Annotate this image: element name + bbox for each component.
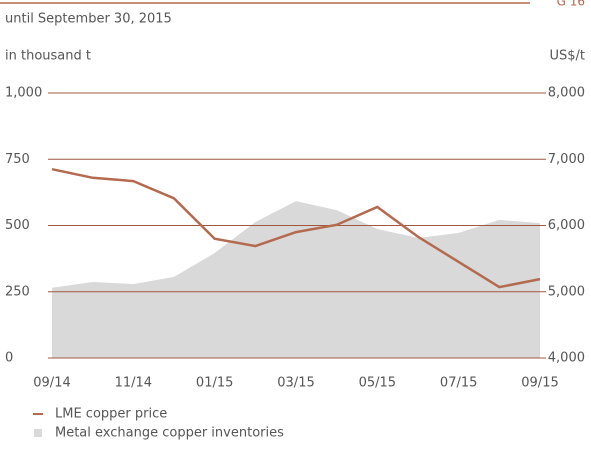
subtitle: until September 30, 2015 — [5, 12, 172, 27]
y2-tick-label: 8,000 — [548, 86, 585, 101]
y2-tick-label: 6,000 — [548, 218, 585, 233]
legend-label: Metal exchange copper inventories — [55, 426, 284, 441]
y2-axis-label: US$/t — [549, 49, 585, 64]
x-tick-label: 11/14 — [115, 376, 152, 391]
x-tick-label: 05/15 — [359, 376, 396, 391]
area — [52, 201, 540, 358]
line — [51, 167, 541, 289]
y-axis-label: in thousand t — [5, 49, 91, 64]
y-tick-label: 500 — [5, 218, 30, 233]
y-tick-label: 250 — [5, 284, 30, 299]
y2-tick-label: 5,000 — [548, 284, 585, 299]
x-tick-label: 07/15 — [440, 376, 477, 391]
y-tick-label: 750 — [5, 152, 30, 167]
y-tick-label: 1,000 — [5, 86, 42, 101]
y-tick-label: 0 — [5, 351, 13, 366]
x-tick-label: 03/15 — [277, 376, 314, 391]
legend-swatch — [34, 429, 42, 437]
chart-id: G 16 — [557, 0, 585, 9]
x-tick-label: 09/15 — [521, 376, 558, 391]
y2-tick-label: 7,000 — [548, 152, 585, 167]
legend-label: LME copper price — [55, 407, 167, 422]
x-tick-label: 01/15 — [196, 376, 233, 391]
y2-tick-label: 4,000 — [548, 351, 585, 366]
x-tick-label: 09/14 — [33, 376, 70, 391]
